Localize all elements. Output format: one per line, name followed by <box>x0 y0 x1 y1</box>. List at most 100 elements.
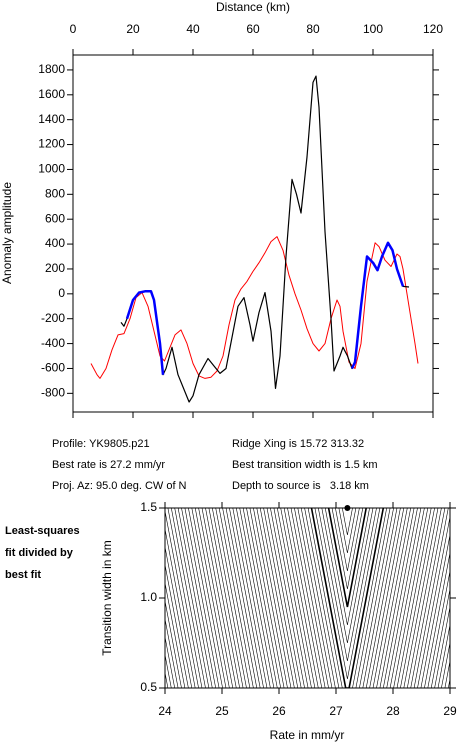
x-tick-label: 100 <box>363 22 383 36</box>
y-tick-label: -800 <box>41 386 65 400</box>
x-axis-title: Rate in mm/yr <box>270 728 345 742</box>
contour-line <box>338 508 357 554</box>
info-text: Best transition width is 1.5 km <box>232 459 378 471</box>
data-line <box>90 236 419 379</box>
contour-line <box>256 508 439 688</box>
contour-line <box>165 617 450 688</box>
contour-line <box>165 687 450 688</box>
contour-line <box>310 508 385 688</box>
contour-line <box>273 508 422 688</box>
x-tick-label: 80 <box>306 22 320 36</box>
info-text: Profile: YK9805.p21 <box>52 438 150 450</box>
data-line <box>350 241 405 370</box>
y-tick-label: 1000 <box>38 162 65 176</box>
info-text: Ridge Xing is 15.72 313.32 <box>232 438 364 450</box>
x-tick-label: 120 <box>423 22 443 36</box>
contour-line <box>191 508 450 688</box>
y-tick-label: 600 <box>45 211 65 225</box>
y-tick-label: 800 <box>45 186 65 200</box>
contour-line <box>174 508 450 688</box>
contour-line <box>283 508 411 688</box>
contour-line <box>331 508 364 590</box>
data-line <box>120 75 410 403</box>
contour-line <box>270 508 425 688</box>
contour-line <box>165 687 450 688</box>
y-tick-label: -400 <box>41 336 65 350</box>
contour-line <box>165 509 450 688</box>
contour-line <box>324 508 370 626</box>
contour-line <box>300 508 394 688</box>
y-tick-label: 1200 <box>38 137 65 151</box>
plot-frame <box>72 54 434 413</box>
note-text: Least-squares <box>5 525 80 537</box>
x-tick-label: 24 <box>158 704 172 718</box>
contour-line <box>198 508 450 688</box>
x-tick-label: 20 <box>126 22 140 36</box>
contour-line <box>165 527 450 688</box>
contour-line <box>212 508 450 688</box>
contour-line <box>259 508 435 688</box>
x-axis-title: Distance (km) <box>216 0 290 14</box>
contour-line <box>280 508 415 688</box>
x-tick-label: 29 <box>443 704 457 718</box>
x-tick-label: 40 <box>186 22 200 36</box>
info-text: Depth to source is 3.18 km <box>232 480 369 492</box>
y-axis-title: Transition width in km <box>100 540 114 656</box>
info-text: Best rate is 27.2 mm/yr <box>52 459 165 471</box>
contour-line <box>263 508 432 688</box>
y-tick-label: 1.5 <box>140 500 157 514</box>
contour-line <box>205 508 450 688</box>
contour-line <box>177 508 450 688</box>
x-tick-label: 0 <box>70 22 77 36</box>
contour-line <box>236 508 450 688</box>
contour-line <box>225 508 450 688</box>
x-tick-label: 26 <box>272 704 286 718</box>
contour-line <box>342 508 353 536</box>
contour-line <box>266 508 429 688</box>
contours <box>165 508 450 688</box>
y-tick-label: 1600 <box>38 87 65 101</box>
contour-line <box>165 687 450 688</box>
y-tick-label: 1800 <box>38 62 65 76</box>
contour-line <box>335 508 360 572</box>
contour-line <box>239 508 450 688</box>
contour-line <box>277 508 418 688</box>
x-tick-label: 25 <box>215 704 229 718</box>
contour-line <box>184 508 450 688</box>
contour-line <box>165 635 450 688</box>
contour-line <box>232 508 450 688</box>
y-tick-label: 400 <box>45 236 65 250</box>
contour-line <box>165 563 450 688</box>
contour-line <box>318 508 377 662</box>
contour-line <box>165 687 450 688</box>
contour-line <box>167 508 450 688</box>
contour-line <box>287 508 408 688</box>
contour-line <box>215 508 450 688</box>
contour-line <box>307 508 387 688</box>
contour-line <box>165 687 450 688</box>
note-text: fit divided by <box>5 547 74 559</box>
contour-line <box>222 508 450 688</box>
contour-line <box>249 508 446 688</box>
y-tick-label: 200 <box>45 261 65 275</box>
contour-line <box>218 508 450 688</box>
contour-line <box>171 508 450 688</box>
x-tick-label: 27 <box>329 704 343 718</box>
contour-line <box>297 508 398 688</box>
contour-line <box>201 508 450 688</box>
y-tick-label: 1400 <box>38 112 65 126</box>
y-tick-label: -200 <box>41 311 65 325</box>
contour-line <box>208 508 450 688</box>
contour-line <box>253 508 442 688</box>
contour-line <box>188 508 450 688</box>
data-line <box>125 290 165 375</box>
info-text: Proj. Az: 95.0 deg. CW of N <box>52 480 187 492</box>
contour-line <box>194 508 450 688</box>
contour-line <box>290 508 405 688</box>
contour-line <box>242 508 450 688</box>
contour-line <box>165 687 450 688</box>
y-tick-label: -600 <box>41 361 65 375</box>
contour-line <box>246 508 449 688</box>
contour-line <box>165 687 450 688</box>
